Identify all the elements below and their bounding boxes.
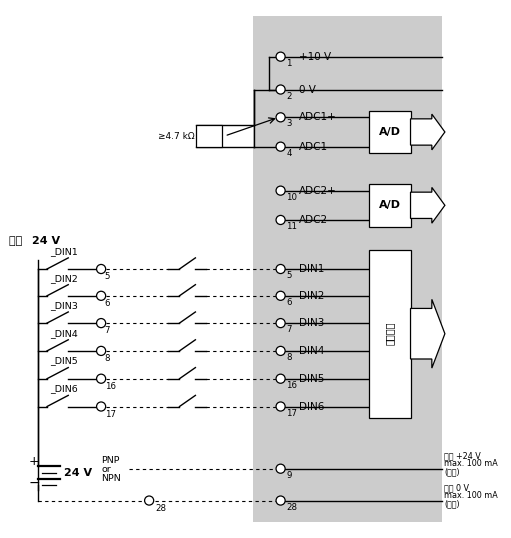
Text: 4: 4 (286, 148, 292, 158)
Text: 7: 7 (105, 326, 110, 335)
Circle shape (276, 402, 285, 411)
Bar (369, 110, 410, 153)
Circle shape (276, 374, 285, 383)
Text: A/D: A/D (379, 127, 401, 137)
Text: 28: 28 (286, 502, 297, 512)
Text: ADC1+: ADC1+ (299, 112, 337, 122)
Circle shape (276, 318, 285, 328)
Text: _DIN6: _DIN6 (51, 384, 78, 393)
Bar (369, 184, 410, 227)
Text: 2: 2 (286, 91, 292, 101)
Text: _DIN3: _DIN3 (51, 301, 78, 310)
Text: 外部: 外部 (9, 236, 26, 246)
Circle shape (276, 52, 285, 61)
Text: ≥4.7 kΩ: ≥4.7 kΩ (157, 131, 194, 140)
Circle shape (97, 346, 106, 356)
Circle shape (97, 402, 106, 411)
Text: _DIN5: _DIN5 (51, 357, 78, 365)
Text: A/D: A/D (379, 200, 401, 210)
Text: DIN6: DIN6 (299, 401, 324, 412)
Text: 24 V: 24 V (32, 236, 60, 246)
Bar (369, 250, 410, 417)
Text: 6: 6 (286, 298, 292, 307)
Bar (443, 16, 505, 522)
Text: or: or (101, 465, 111, 473)
Text: _DIN4: _DIN4 (51, 329, 78, 338)
Circle shape (276, 215, 285, 224)
Text: 0 V: 0 V (299, 84, 316, 95)
Text: 24 V: 24 V (64, 468, 92, 478)
Text: 7: 7 (286, 325, 292, 334)
Text: 16: 16 (105, 382, 115, 391)
Circle shape (276, 464, 285, 473)
Polygon shape (410, 299, 445, 368)
Circle shape (276, 186, 285, 195)
Text: 1: 1 (286, 59, 292, 68)
Circle shape (97, 265, 106, 273)
Text: 8: 8 (286, 353, 292, 362)
Circle shape (276, 265, 285, 273)
Text: −: − (28, 476, 40, 490)
Text: 6: 6 (105, 299, 110, 308)
Text: _DIN2: _DIN2 (51, 274, 78, 282)
Circle shape (145, 496, 154, 505)
Text: DIN4: DIN4 (299, 346, 324, 356)
Text: 9: 9 (286, 471, 291, 480)
Circle shape (276, 496, 285, 505)
Text: 28: 28 (155, 504, 166, 513)
Circle shape (276, 142, 285, 151)
Text: 5: 5 (286, 271, 292, 280)
Text: max. 100 mA: max. 100 mA (444, 491, 498, 500)
Text: +: + (29, 455, 39, 468)
Polygon shape (410, 187, 445, 223)
Text: (隔离): (隔离) (444, 467, 459, 476)
Text: (隔离): (隔离) (444, 499, 459, 508)
Circle shape (276, 346, 285, 356)
Text: 输出 0 V: 输出 0 V (444, 484, 469, 492)
Text: 光电隔离: 光电隔离 (385, 322, 395, 345)
Circle shape (276, 85, 285, 94)
Text: 5: 5 (105, 272, 110, 281)
Circle shape (97, 374, 106, 383)
Polygon shape (410, 114, 445, 150)
Text: ADC1-: ADC1- (299, 141, 332, 152)
Bar (196, 125, 222, 147)
Text: 输出 +24 V: 输出 +24 V (444, 451, 481, 461)
Text: DIN1: DIN1 (299, 264, 324, 274)
Text: 11: 11 (286, 222, 297, 231)
Circle shape (276, 113, 285, 122)
Text: DIN5: DIN5 (299, 374, 324, 384)
Text: ADC2+: ADC2+ (299, 186, 337, 196)
Text: DIN2: DIN2 (299, 291, 324, 301)
Text: 16: 16 (286, 381, 297, 390)
Text: _DIN1: _DIN1 (51, 247, 78, 256)
Circle shape (97, 291, 106, 300)
Circle shape (276, 291, 285, 300)
Text: 17: 17 (105, 409, 115, 419)
Text: max. 100 mA: max. 100 mA (444, 459, 498, 468)
Text: ADC2-: ADC2- (299, 215, 332, 225)
Circle shape (97, 318, 106, 328)
Text: NPN: NPN (101, 475, 121, 483)
Text: +10 V: +10 V (299, 52, 331, 62)
Text: 3: 3 (286, 119, 292, 129)
Text: DIN3: DIN3 (299, 318, 324, 328)
Bar (253, 16, 505, 522)
Text: 17: 17 (286, 408, 297, 417)
Text: 8: 8 (105, 354, 110, 363)
Text: PNP: PNP (101, 456, 120, 465)
Text: 10: 10 (286, 193, 297, 202)
